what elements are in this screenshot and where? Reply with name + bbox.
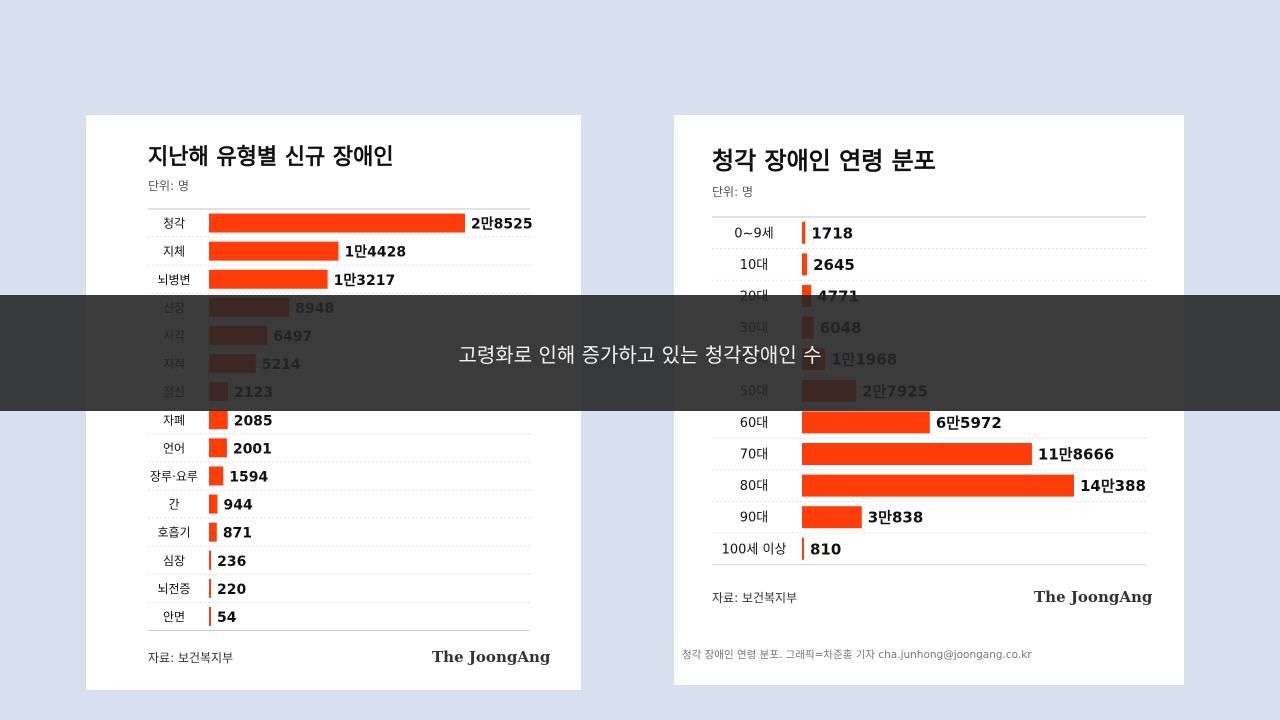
category-label: 10대 [740,258,769,273]
category-label: 간 [168,498,179,512]
left-chart-source: 자료: 보건복지부 [148,651,234,665]
value-label: 14만388 [1080,477,1146,495]
value-label: 2645 [813,256,855,274]
category-label: 100세 이상 [722,542,787,557]
bar [802,253,808,276]
category-label: 지체 [163,245,185,259]
value-label: 54 [217,610,237,626]
bar [209,241,339,261]
bar [209,269,328,289]
category-label: 0~9세 [734,226,773,241]
value-label: 2001 [233,441,272,457]
value-label: 2085 [234,413,273,429]
right-chart-caption: 청각 장애인 연령 분포. 그래픽=차준홍 기자 cha.junhong@joo… [682,649,1032,661]
bar [209,466,224,486]
bar [209,606,211,626]
value-label: 220 [217,582,246,598]
category-label: 뇌병변 [157,273,190,287]
right-chart-title: 청각 장애인 연령 분포 [712,147,936,175]
bar [802,411,930,434]
value-label: 1만3217 [334,273,396,289]
bar [209,438,227,458]
right-chart-source: 자료: 보건복지부 [712,591,798,605]
value-label: 810 [810,540,841,558]
value-label: 944 [223,498,252,514]
left-chart-title: 지난해 유형별 신규 장애인 [148,145,394,170]
category-label: 자폐 [163,413,185,427]
bar [802,537,804,560]
category-label: 장루·요루 [150,469,198,483]
category-label: 70대 [740,448,769,463]
bar [209,578,211,598]
bar [209,213,465,233]
value-label: 871 [223,526,252,542]
value-label: 1만4428 [344,245,406,261]
value-label: 2만8525 [471,217,533,233]
category-label: 언어 [163,441,185,455]
left-chart-brand: The JoongAng [432,648,551,666]
bar [209,410,228,430]
bar [209,550,212,570]
category-label: 60대 [740,416,769,431]
bar [209,522,217,542]
category-label: 뇌전증 [157,582,190,596]
value-label: 236 [217,554,246,570]
bar [209,494,218,514]
category-label: 80대 [740,479,769,494]
right-chart-unit: 단위: 명 [712,185,753,199]
value-label: 3만838 [868,509,924,527]
bar [802,443,1032,465]
bar [802,221,806,244]
bar [802,506,862,529]
bar [802,474,1074,497]
category-label: 호흡기 [157,526,190,540]
right-chart-brand: The JoongAng [1034,588,1153,606]
category-label: 안면 [163,610,185,624]
category-label: 90대 [740,511,769,526]
value-label: 1594 [229,469,268,485]
category-label: 청각 [163,217,185,231]
category-label: 심장 [163,554,185,568]
subtitle-text: 고령화로 인해 증가하고 있는 청각장애인 수 [458,342,822,367]
subtitle-overlay: 고령화로 인해 증가하고 있는 청각장애인 수 [0,295,1280,411]
value-label: 1718 [811,224,853,242]
value-label: 11만8666 [1038,446,1114,464]
left-chart-unit: 단위: 명 [148,179,189,193]
value-label: 6만5972 [936,414,1002,432]
